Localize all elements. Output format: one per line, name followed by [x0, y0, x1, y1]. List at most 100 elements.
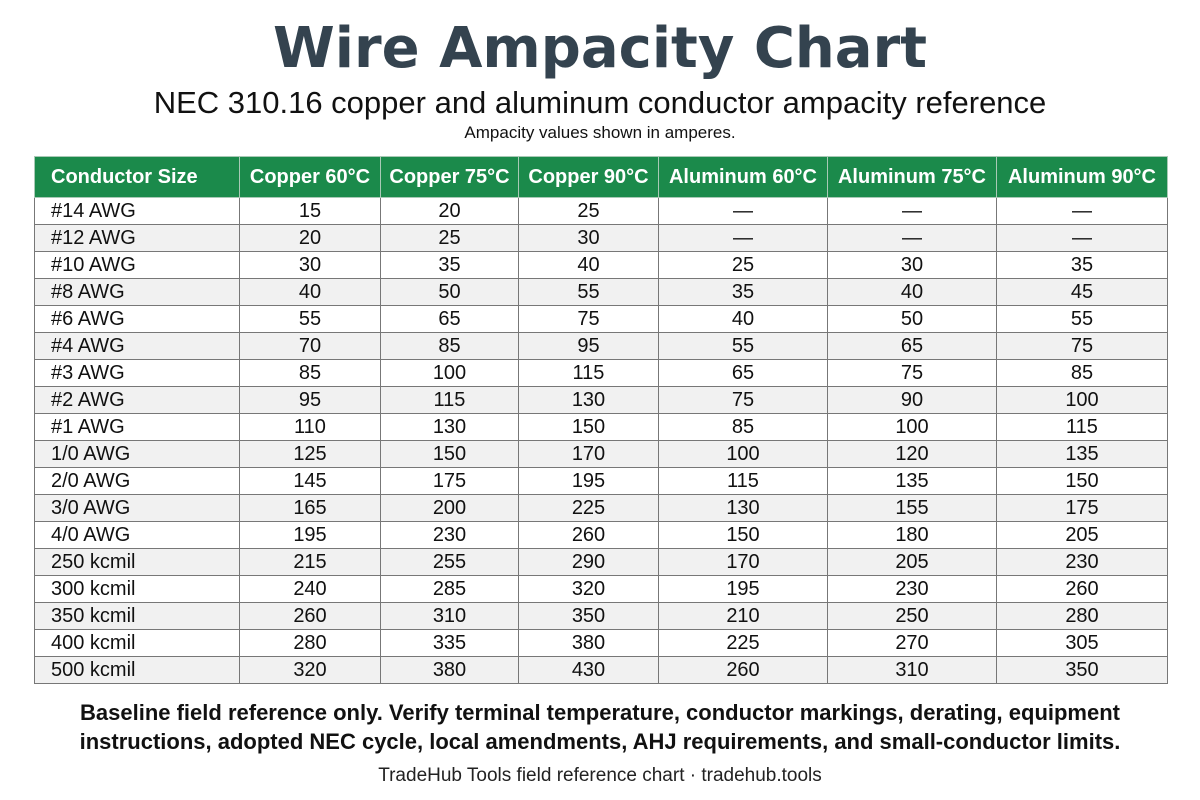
ampacity-cell: 100	[658, 440, 828, 468]
table-row: 350 kcmil 260 310 350 210 250 280	[34, 602, 1168, 630]
ampacity-cell: 145	[239, 467, 381, 495]
ampacity-cell: 40	[658, 305, 828, 333]
ampacity-table-container: Conductor Size Copper 60°C Copper 75°C C…	[34, 156, 1168, 684]
conductor-size-cell: 3/0 AWG	[34, 494, 240, 522]
ampacity-cell: 25	[658, 251, 828, 279]
ampacity-cell: 350	[996, 656, 1168, 684]
table-row: 300 kcmil 240 285 320 195 230 260	[34, 575, 1168, 603]
ampacity-cell: 225	[658, 629, 828, 657]
ampacity-cell: 210	[658, 602, 828, 630]
conductor-size-cell: 300 kcmil	[34, 575, 240, 603]
ampacity-cell: 170	[518, 440, 659, 468]
ampacity-cell: 40	[239, 278, 381, 306]
table-row: #8 AWG 40 50 55 35 40 45	[34, 278, 1168, 306]
table-row: #2 AWG 95 115 130 75 90 100	[34, 386, 1168, 414]
ampacity-cell: 85	[380, 332, 519, 360]
ampacity-cell: 335	[380, 629, 519, 657]
ampacity-cell: 130	[380, 413, 519, 441]
table-row: #6 AWG 55 65 75 40 50 55	[34, 305, 1168, 333]
ampacity-cell: 195	[658, 575, 828, 603]
ampacity-cell: 195	[518, 467, 659, 495]
table-row: 2/0 AWG 145 175 195 115 135 150	[34, 467, 1168, 495]
ampacity-cell: 100	[827, 413, 997, 441]
ampacity-cell: 120	[827, 440, 997, 468]
ampacity-cell: 40	[827, 278, 997, 306]
ampacity-cell: 430	[518, 656, 659, 684]
ampacity-cell: 240	[239, 575, 381, 603]
conductor-size-cell: 1/0 AWG	[34, 440, 240, 468]
ampacity-cell: 115	[380, 386, 519, 414]
ampacity-cell: 55	[239, 305, 381, 333]
conductor-size-cell: 2/0 AWG	[34, 467, 240, 495]
conductor-size-cell: 500 kcmil	[34, 656, 240, 684]
ampacity-cell: 150	[658, 521, 828, 549]
conductor-size-cell: #10 AWG	[34, 251, 240, 279]
ampacity-cell: 205	[827, 548, 997, 576]
ampacity-cell: 380	[518, 629, 659, 657]
table-body: #14 AWG 15 20 25— — — #12 AWG 20 25 30— — — #10 AWG 3…	[34, 197, 1168, 684]
ampacity-cell: 20	[239, 224, 381, 252]
ampacity-cell: 165	[239, 494, 381, 522]
ampacity-cell: 35	[996, 251, 1168, 279]
ampacity-cell: 65	[658, 359, 828, 387]
ampacity-cell: 95	[518, 332, 659, 360]
ampacity-cell: 75	[827, 359, 997, 387]
column-header-copper-90: Copper 90°C	[518, 156, 659, 198]
ampacity-cell: 260	[518, 521, 659, 549]
ampacity-cell: 285	[380, 575, 519, 603]
table-row: 1/0 AWG 125 150 170 100 120 135	[34, 440, 1168, 468]
conductor-size-cell: #14 AWG	[34, 197, 240, 225]
ampacity-cell: 280	[239, 629, 381, 657]
ampacity-cell: 50	[827, 305, 997, 333]
column-header-aluminum-90: Aluminum 90°C	[996, 156, 1168, 198]
ampacity-cell: —	[996, 224, 1168, 252]
table-row: 250 kcmil 215 255 290 170 205 230	[34, 548, 1168, 576]
conductor-size-cell: #1 AWG	[34, 413, 240, 441]
disclaimer-line-1: Baseline field reference only. Verify te…	[80, 700, 1120, 725]
ampacity-cell: 130	[658, 494, 828, 522]
ampacity-cell: 350	[518, 602, 659, 630]
conductor-size-cell: 400 kcmil	[34, 629, 240, 657]
ampacity-cell: 95	[239, 386, 381, 414]
table-row: #1 AWG 110 130 150 85 100 115	[34, 413, 1168, 441]
ampacity-cell: 215	[239, 548, 381, 576]
conductor-size-cell: #4 AWG	[34, 332, 240, 360]
ampacity-cell: 180	[827, 521, 997, 549]
table-row: #3 AWG 85 100 115 65 75 85	[34, 359, 1168, 387]
ampacity-cell: 70	[239, 332, 381, 360]
ampacity-cell: 280	[996, 602, 1168, 630]
table-row: 500 kcmil 320 380 430 260 310 350	[34, 656, 1168, 684]
ampacity-cell: 125	[239, 440, 381, 468]
table-row: #4 AWG 70 85 95 55 65 75	[34, 332, 1168, 360]
ampacity-cell: 55	[658, 332, 828, 360]
ampacity-cell: 205	[996, 521, 1168, 549]
ampacity-table: Conductor Size Copper 60°C Copper 75°C C…	[34, 156, 1168, 684]
ampacity-cell: 260	[239, 602, 381, 630]
ampacity-cell: 115	[996, 413, 1168, 441]
ampacity-cell: 30	[518, 224, 659, 252]
ampacity-cell: 90	[827, 386, 997, 414]
ampacity-cell: 85	[996, 359, 1168, 387]
ampacity-cell: 75	[518, 305, 659, 333]
ampacity-cell: 250	[827, 602, 997, 630]
ampacity-cell: —	[827, 224, 997, 252]
disclaimer-line-2: instructions, adopted NEC cycle, local a…	[79, 729, 1121, 754]
ampacity-cell: 270	[827, 629, 997, 657]
ampacity-cell: 115	[658, 467, 828, 495]
ampacity-cell: —	[996, 197, 1168, 225]
conductor-size-cell: #6 AWG	[34, 305, 240, 333]
disclaimer: Baseline field reference only. Verify te…	[40, 698, 1160, 756]
ampacity-cell: 100	[996, 386, 1168, 414]
ampacity-cell: 305	[996, 629, 1168, 657]
ampacity-cell: 20	[380, 197, 519, 225]
ampacity-cell: —	[827, 197, 997, 225]
ampacity-cell: 55	[518, 278, 659, 306]
conductor-size-cell: #3 AWG	[34, 359, 240, 387]
ampacity-cell: 75	[996, 332, 1168, 360]
ampacity-cell: 100	[380, 359, 519, 387]
column-header-copper-60: Copper 60°C	[239, 156, 381, 198]
ampacity-cell: 85	[658, 413, 828, 441]
ampacity-cell: 260	[658, 656, 828, 684]
ampacity-cell: 310	[380, 602, 519, 630]
ampacity-cell: 320	[518, 575, 659, 603]
